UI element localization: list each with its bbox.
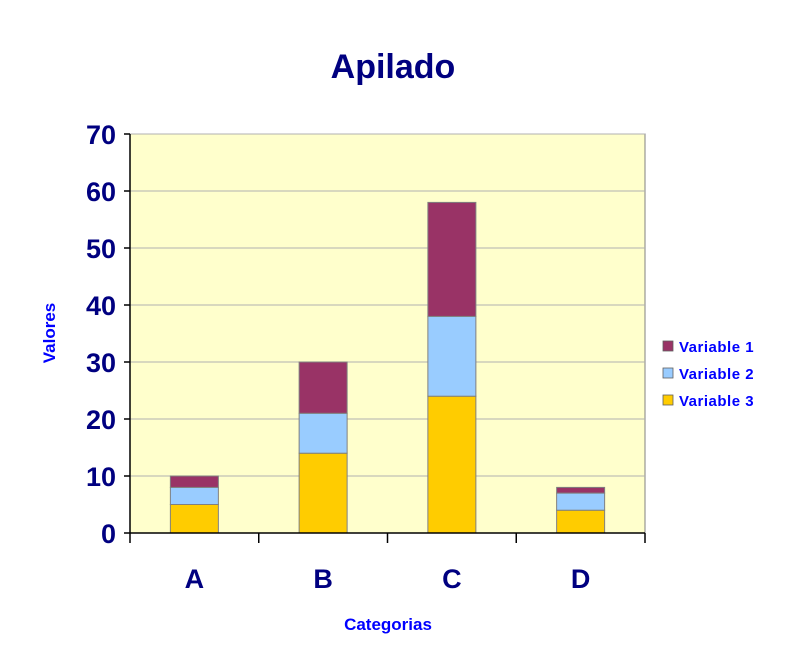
bar-segment <box>556 486 606 494</box>
bar-segment <box>427 201 477 317</box>
legend-label: Variable 3 <box>679 393 754 410</box>
y-tick-label: 70 <box>86 120 116 150</box>
y-axis-label: Valores <box>40 303 59 364</box>
bar-segment <box>169 475 219 488</box>
y-tick-label: 10 <box>86 462 116 492</box>
bar-segment <box>427 315 477 397</box>
y-tick-labels: 0 10 20 30 40 50 60 70 <box>86 120 116 549</box>
y-tick-label: 20 <box>86 405 116 435</box>
legend-label: Variable 1 <box>679 339 754 356</box>
bar-segment <box>427 395 477 534</box>
legend-swatch <box>662 367 674 379</box>
legend-label: Variable 2 <box>679 366 754 383</box>
gridlines <box>130 133 645 477</box>
bar-segment <box>298 412 348 454</box>
chart-title: Apilado <box>331 48 456 86</box>
legend: Variable 1 Variable 2 Variable 3 <box>662 339 754 410</box>
x-tick-label: C <box>442 564 462 594</box>
bar-segment <box>298 361 348 414</box>
x-tick-labels: A B C D <box>185 564 591 594</box>
y-tick-label: 60 <box>86 177 116 207</box>
x-axis-label: Categorias <box>344 615 432 634</box>
bar-segment <box>169 504 219 534</box>
y-tick-label: 50 <box>86 234 116 264</box>
bar-segment <box>556 509 606 534</box>
y-tick-label: 40 <box>86 291 116 321</box>
bar-segment <box>169 486 219 505</box>
x-tick-label: A <box>185 564 205 594</box>
x-tick-label: D <box>571 564 591 594</box>
y-tick-label: 0 <box>101 519 116 549</box>
y-tick-label: 30 <box>86 348 116 378</box>
legend-swatch <box>662 340 674 352</box>
plot-area <box>129 133 646 534</box>
legend-swatch <box>662 394 674 406</box>
x-tick-label: B <box>313 564 333 594</box>
axes <box>124 133 646 543</box>
bar-segment <box>298 452 348 534</box>
bars <box>169 201 606 534</box>
bar-segment <box>556 492 606 511</box>
